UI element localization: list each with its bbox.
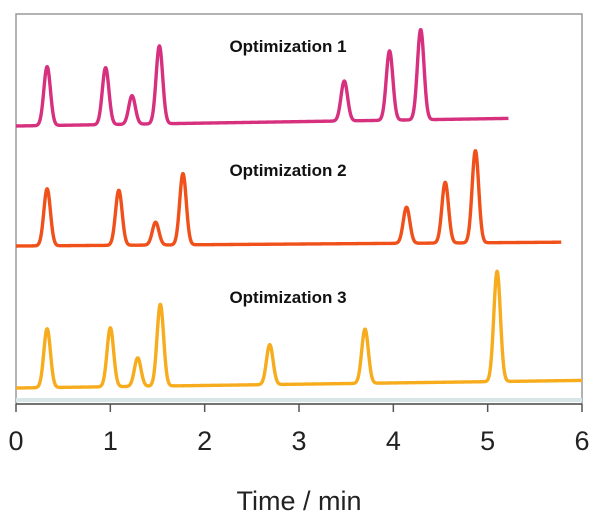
x-tick-label: 4 [386, 426, 401, 456]
series-labels: Optimization 1 Optimization 2 Optimization… [229, 37, 346, 307]
x-tick-label: 6 [574, 426, 589, 456]
x-tick-label: 2 [197, 426, 212, 456]
series-label-2: Optimization 2 [229, 161, 346, 180]
x-tick-label: 1 [103, 426, 118, 456]
series-layer [16, 30, 582, 388]
x-tick-label: 0 [8, 426, 23, 456]
x-tick-label: 3 [291, 426, 306, 456]
x-tick-label: 5 [480, 426, 495, 456]
series-label-3: Optimization 3 [229, 288, 346, 307]
x-axis-ticks: 0 1 2 3 4 5 6 [8, 404, 589, 456]
x-axis-title: Time / min [236, 486, 361, 516]
series-label-1: Optimization 1 [229, 37, 346, 56]
plot-area-frame [16, 14, 582, 404]
